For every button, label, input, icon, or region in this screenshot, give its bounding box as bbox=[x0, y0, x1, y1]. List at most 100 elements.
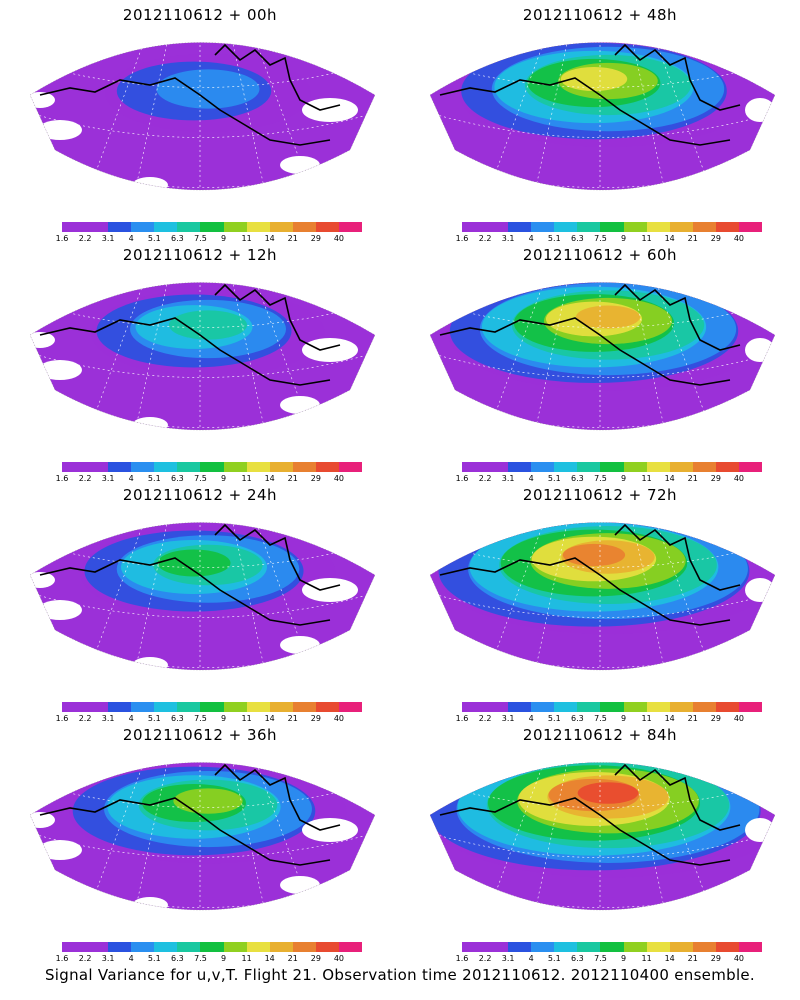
colorbar-label: 21 bbox=[687, 714, 698, 723]
missing-data-region bbox=[302, 818, 358, 842]
colorbar-swatch bbox=[623, 702, 648, 712]
map-panel: 2012110612 + 24h 1.6 2.2 3.1 4 5.1 6.3 7.5 9 11 14… bbox=[0, 480, 400, 725]
colorbar-swatch bbox=[177, 942, 201, 952]
colorbar-swatch bbox=[623, 462, 648, 472]
colorbar: 1.6 2.2 3.1 4 5.1 6.3 7.5 9 11 14 21 29 40 bbox=[56, 942, 363, 963]
colorbar-label: 29 bbox=[310, 714, 321, 723]
colorbar-label: 21 bbox=[287, 234, 298, 243]
panel-title: 2012110612 + 12h bbox=[122, 246, 278, 264]
map-panel: 2012110612 + 12h 1.6 2.2 3.1 4 5.1 6.3 7.5 9 11 14… bbox=[0, 240, 400, 485]
colorbar-swatch bbox=[692, 702, 717, 712]
colorbar-swatch bbox=[246, 702, 271, 712]
colorbar: 1.6 2.2 3.1 4 5.1 6.3 7.5 9 11 14 21 29 40 bbox=[56, 462, 363, 483]
colorbar-swatch bbox=[62, 222, 86, 232]
colorbar-label: 7.5 bbox=[594, 474, 607, 483]
colorbar-label: 29 bbox=[710, 954, 721, 963]
colorbar-label: 7.5 bbox=[194, 714, 207, 723]
colorbar-swatch bbox=[577, 222, 601, 232]
colorbar-label: 40 bbox=[333, 954, 345, 963]
map-plot bbox=[429, 42, 776, 191]
colorbar-label: 14 bbox=[664, 234, 675, 243]
longitude-line bbox=[227, 522, 271, 670]
colorbar-label: 2.2 bbox=[78, 954, 92, 963]
colorbar-label: 3.1 bbox=[501, 474, 515, 483]
colorbar-swatch bbox=[508, 462, 532, 472]
colorbar-label: 40 bbox=[333, 714, 345, 723]
colorbar-label: 6.3 bbox=[571, 474, 584, 483]
colorbar-label: 2.2 bbox=[478, 714, 492, 723]
colorbar-label: 6.3 bbox=[171, 234, 184, 243]
colorbar-swatch bbox=[600, 462, 625, 472]
missing-data-region bbox=[38, 840, 82, 860]
colorbar-label: 14 bbox=[264, 474, 275, 483]
map-plot bbox=[29, 282, 376, 431]
colorbar-swatch bbox=[577, 462, 601, 472]
panel-title: 2012110612 + 60h bbox=[522, 246, 678, 264]
colorbar-label: 1.6 bbox=[55, 714, 69, 723]
colorbar-label: 2.2 bbox=[78, 474, 92, 483]
colorbar-swatch bbox=[485, 222, 509, 232]
coastline bbox=[439, 43, 741, 146]
colorbar-swatch bbox=[485, 702, 509, 712]
colorbar-swatch bbox=[246, 462, 271, 472]
colorbar-swatch bbox=[600, 942, 625, 952]
colorbar-swatch bbox=[62, 462, 86, 472]
colorbar-label: 4 bbox=[128, 714, 134, 723]
colorbar: 1.6 2.2 3.1 4 5.1 6.3 7.5 9 11 14 21 29 40 bbox=[456, 222, 763, 243]
colorbar-swatch bbox=[154, 462, 178, 472]
colorbar-label: 40 bbox=[733, 714, 745, 723]
colorbar-label: 29 bbox=[710, 474, 721, 483]
missing-data-region bbox=[745, 578, 775, 602]
colorbar-swatch bbox=[269, 702, 294, 712]
missing-data-region bbox=[302, 578, 358, 602]
colorbar-label: 11 bbox=[241, 474, 252, 483]
missing-data-region bbox=[280, 156, 320, 174]
map-panel: 2012110612 + 00h 1.6 2.2 3.1 4 5.1 6.3 7.5 9 11 14… bbox=[0, 0, 400, 245]
colorbar-swatch bbox=[131, 702, 155, 712]
colorbar-label: 5.1 bbox=[147, 954, 161, 963]
colorbar-label: 21 bbox=[687, 474, 698, 483]
colorbar-label: 1.6 bbox=[455, 234, 469, 243]
colorbar-label: 6.3 bbox=[571, 714, 584, 723]
map-panel: 2012110612 + 72h 1.6 2.2 3.1 4 5.1 6.3 7.5 9 11 14… bbox=[400, 480, 800, 725]
map-panel: 2012110612 + 84h 1.6 2.2 3.1 4 5.1 6.3 7.5 9 11 14… bbox=[400, 720, 800, 965]
colorbar-label: 14 bbox=[664, 474, 675, 483]
colorbar-label: 21 bbox=[287, 474, 298, 483]
colorbar-swatch bbox=[85, 462, 109, 472]
longitude-line bbox=[627, 42, 671, 190]
colorbar-swatch bbox=[738, 222, 763, 232]
colorbar-swatch bbox=[338, 702, 363, 712]
colorbar-label: 6.3 bbox=[571, 954, 584, 963]
colorbar-swatch bbox=[200, 942, 225, 952]
colorbar-swatch bbox=[292, 702, 317, 712]
colorbar-swatch bbox=[554, 222, 578, 232]
coastline bbox=[439, 523, 741, 626]
colorbar-label: 9 bbox=[220, 234, 227, 243]
map-plot bbox=[429, 522, 776, 671]
panel-title: 2012110612 + 36h bbox=[122, 726, 278, 744]
missing-data-region bbox=[132, 177, 168, 190]
colorbar-swatch bbox=[338, 462, 363, 472]
colorbar-swatch bbox=[554, 702, 578, 712]
variance-contour bbox=[156, 69, 260, 109]
colorbar-swatch bbox=[738, 462, 763, 472]
colorbar-label: 2.2 bbox=[478, 954, 492, 963]
colorbar-swatch bbox=[600, 222, 625, 232]
map-plot bbox=[29, 42, 376, 191]
colorbar-swatch bbox=[646, 462, 671, 472]
colorbar-label: 9 bbox=[620, 714, 627, 723]
colorbar-swatch bbox=[669, 222, 694, 232]
colorbar-label: 5.1 bbox=[147, 714, 161, 723]
colorbar-swatch bbox=[315, 222, 340, 232]
longitude-line bbox=[227, 762, 271, 910]
colorbar-swatch bbox=[292, 462, 317, 472]
panel-title: 2012110612 + 72h bbox=[522, 486, 678, 504]
colorbar-label: 7.5 bbox=[594, 954, 607, 963]
colorbar-label: 11 bbox=[241, 234, 252, 243]
missing-data-region bbox=[745, 338, 775, 362]
colorbar-label: 9 bbox=[620, 474, 627, 483]
colorbar-swatch bbox=[508, 222, 532, 232]
colorbar-label: 21 bbox=[287, 714, 298, 723]
missing-data-region bbox=[38, 120, 82, 140]
